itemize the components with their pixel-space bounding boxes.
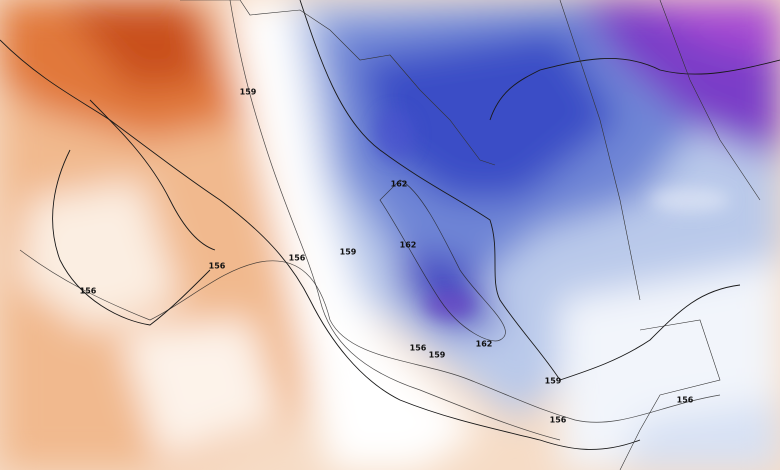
contours — [19, 0, 721, 441]
contour-label: 159 — [240, 88, 257, 97]
contour-label: 156 — [80, 287, 97, 296]
contour-label: 156 — [209, 262, 226, 271]
contour-label: 156 — [550, 416, 567, 425]
contour-label: 159 — [429, 351, 446, 360]
contour-label: 159 — [545, 377, 562, 386]
contour-label: 156 — [289, 254, 306, 263]
contour-label: 159 — [340, 248, 357, 257]
contour-label: 162 — [391, 180, 408, 189]
contour-label: 156 — [677, 396, 694, 405]
contour-label: 162 — [476, 340, 493, 349]
contour-label: 162 — [400, 241, 417, 250]
contour-label: 156 — [410, 344, 427, 353]
contour-labels: 159 156 156 156 159 162 162 162 156 159 … — [80, 88, 694, 425]
